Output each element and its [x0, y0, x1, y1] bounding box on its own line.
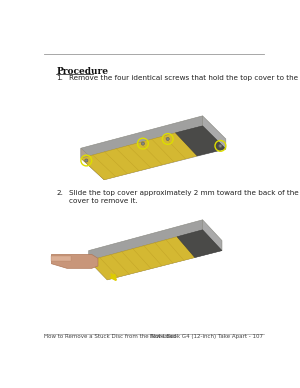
- Text: Slide the top cover approximately 2 mm toward the back of the drive. Lift up the: Slide the top cover approximately 2 mm t…: [69, 190, 300, 204]
- Circle shape: [85, 159, 88, 162]
- Polygon shape: [81, 148, 104, 180]
- Polygon shape: [52, 256, 71, 261]
- Circle shape: [141, 142, 145, 145]
- Polygon shape: [89, 230, 222, 280]
- Text: Remove the four identical screws that hold the top cover to the drive.: Remove the four identical screws that ho…: [69, 75, 300, 81]
- Polygon shape: [202, 116, 226, 149]
- Polygon shape: [81, 133, 197, 180]
- Polygon shape: [89, 237, 195, 280]
- Circle shape: [166, 137, 169, 140]
- Text: Procedure: Procedure: [56, 68, 108, 76]
- Circle shape: [219, 144, 222, 147]
- Polygon shape: [202, 220, 222, 251]
- Text: 2.: 2.: [56, 190, 63, 196]
- Text: 1.: 1.: [56, 75, 63, 81]
- Polygon shape: [176, 126, 226, 156]
- Polygon shape: [52, 255, 98, 268]
- Polygon shape: [89, 220, 202, 261]
- Text: PowerBook G4 (12-inch) Take Apart - 107: PowerBook G4 (12-inch) Take Apart - 107: [150, 334, 263, 339]
- Text: How to Remove a Stuck Disc from the Slot-Load: How to Remove a Stuck Disc from the Slot…: [44, 334, 177, 339]
- Polygon shape: [81, 126, 226, 180]
- Polygon shape: [81, 116, 202, 158]
- Polygon shape: [177, 230, 222, 258]
